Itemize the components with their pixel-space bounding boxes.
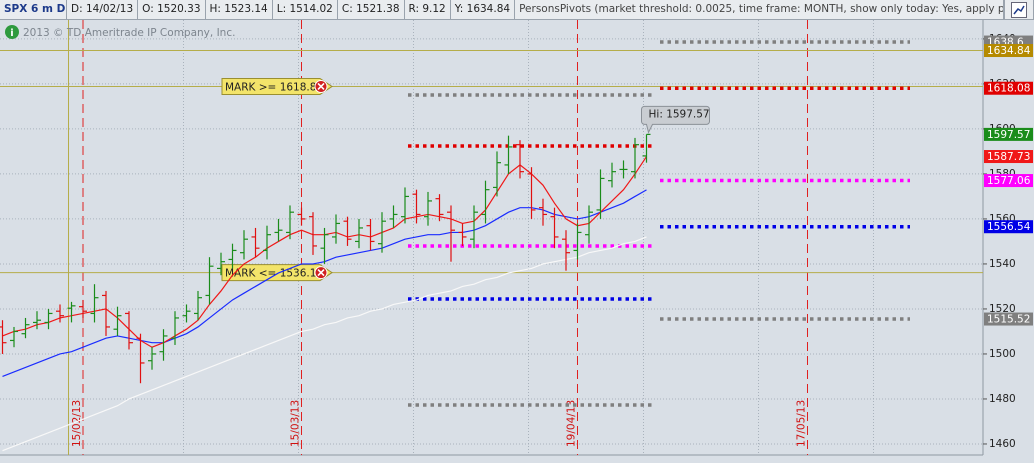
- y-tick-label: 1520: [989, 303, 1016, 315]
- price-tag: [984, 174, 1033, 188]
- info-icon[interactable]: [5, 25, 19, 39]
- price-tag-label: 1634.84: [987, 45, 1031, 57]
- y-tick-label: 1540: [989, 258, 1016, 270]
- price-tag-label: 1577.06: [987, 175, 1031, 187]
- plot-area: [0, 20, 983, 455]
- alert-x: [317, 82, 325, 91]
- symbol[interactable]: SPX 6 m D: [0, 0, 67, 19]
- alert-x: [317, 269, 325, 277]
- field: L: 1514.02: [273, 0, 338, 19]
- annotation-box: [641, 105, 710, 134]
- copyright: 2013 © TD Ameritrade IP Company, Inc.: [23, 27, 235, 39]
- moving-average: [2, 236, 647, 452]
- price-tag-label: 1515.52: [987, 314, 1030, 326]
- price-tag: [984, 220, 1033, 234]
- price-tag: [984, 81, 1033, 95]
- study-label[interactable]: PersonsPivots (market threshold: 0.0025,…: [515, 0, 1004, 19]
- field: C: 1521.38: [338, 0, 405, 19]
- price-tag-label: 1556.54: [987, 221, 1031, 233]
- price-tag-label: 1618.08: [987, 83, 1030, 95]
- price-tag: [984, 127, 1033, 141]
- price-tag-label: 1597.57: [987, 129, 1030, 141]
- icon: [1011, 2, 1027, 18]
- x-tick-label: 15/03/13: [290, 400, 302, 447]
- field: O: 1520.33: [138, 0, 206, 19]
- alert-label: MARK >= 1618.86: [225, 81, 323, 93]
- header-bar: SPX 6 m D D: 14/02/13 O: 1520.33 H: 1523…: [0, 0, 1034, 20]
- field: R: 9.12: [405, 0, 451, 19]
- y-tick-label: 1500: [989, 348, 1016, 360]
- x-tick-label: 19/04/13: [566, 400, 578, 447]
- field: H: 1523.14: [206, 0, 273, 19]
- layer: 1460148015001520154015601580160016201640…: [0, 20, 1033, 455]
- y-tick-label: 1460: [989, 438, 1016, 450]
- alert-label: MARK <= 1536.16: [225, 268, 323, 280]
- price-tag: [984, 44, 1033, 58]
- info-glyph: i: [10, 28, 13, 39]
- field: D: 14/02/13: [67, 0, 139, 19]
- x-tick-label: 15/02/13: [71, 400, 83, 447]
- field: Y: 1634.84: [451, 0, 516, 19]
- price-tag-label: 1587.73: [987, 151, 1030, 163]
- x-tick-label: 17/05/13: [796, 400, 808, 447]
- y-tick-label: 1480: [989, 393, 1016, 405]
- price-tag: [984, 312, 1033, 326]
- price-tag: [984, 150, 1033, 164]
- annotation: Hi: 1597.57: [649, 108, 710, 120]
